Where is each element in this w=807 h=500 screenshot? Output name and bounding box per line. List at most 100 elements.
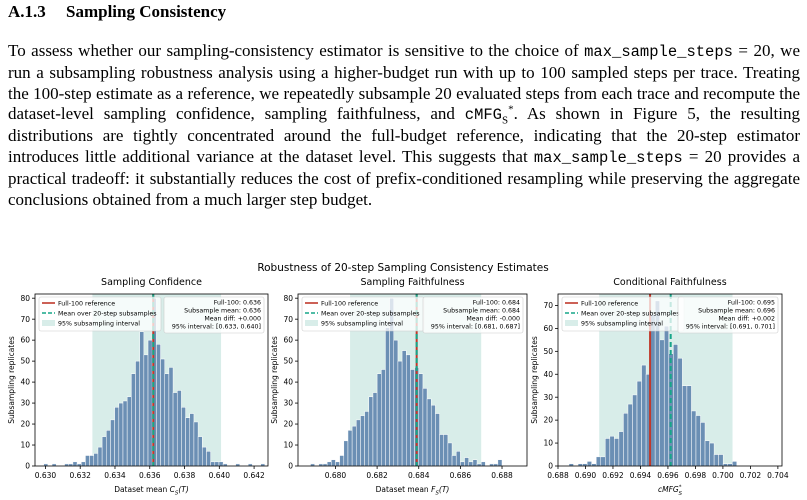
x-tick-label: 0.696 <box>657 471 679 480</box>
y-tick-label: 60 <box>20 336 30 345</box>
histogram-bar <box>118 402 124 467</box>
histogram-bar <box>189 413 195 467</box>
x-tick-label: 0.702 <box>740 471 762 480</box>
axes-frame <box>297 293 528 467</box>
histogram-bar <box>443 434 449 467</box>
histogram-bar <box>609 435 615 467</box>
legend-band-swatch <box>305 320 318 326</box>
y-tick-label: 0 <box>288 462 293 471</box>
histogram-bar <box>97 446 103 467</box>
histogram-bar <box>210 461 216 467</box>
histogram-bar <box>197 436 203 467</box>
x-label-subscript: S <box>678 491 682 497</box>
histogram-bar <box>468 461 474 467</box>
y-tick-label: 10 <box>543 439 553 448</box>
histogram-bar <box>160 358 165 467</box>
x-label-text: Dataset mean <box>376 485 431 494</box>
histogram-bar <box>636 380 642 467</box>
code-max-sample-steps-2: max_sample_steps <box>533 148 683 167</box>
histogram-bar <box>632 394 638 467</box>
histogram-bar <box>650 314 656 467</box>
histogram-bar <box>422 388 428 467</box>
histogram-bar <box>695 415 701 467</box>
histogram-bar <box>131 373 136 467</box>
x-tick-label: 0.698 <box>685 471 707 480</box>
x-tick-label: 0.692 <box>602 471 624 480</box>
histogram-bar <box>673 344 679 467</box>
histogram-bar <box>686 385 692 467</box>
x-label-tail: (T) <box>439 485 450 494</box>
histogram-bar <box>331 459 336 467</box>
y-tick-label: 60 <box>543 324 553 333</box>
x-label-variable: cMFG <box>658 485 679 494</box>
chart-panel-1: 0.630 0.632 0.634 0.636 0.638 0.640 0.642 0 10 20… <box>7 277 269 497</box>
histogram-bar <box>397 360 403 467</box>
histogram-bar <box>439 434 444 467</box>
x-tick-label: 0.690 <box>575 471 597 480</box>
paragraph-text-2: = 20, we run a subsampling robustness an… <box>8 41 800 124</box>
y-tick-label: 40 <box>543 370 553 379</box>
histogram-bar <box>156 344 161 467</box>
histogram-bar <box>659 339 665 467</box>
y-tick-label: 70 <box>543 301 553 310</box>
histogram-bar <box>72 461 78 467</box>
stats-line: 95% interval: [0.681, 0.687] <box>431 324 520 331</box>
histogram-bar <box>600 456 606 467</box>
histogram-bar <box>713 454 719 467</box>
legend-mean-label: Mean over 20-step subsamples <box>58 310 157 317</box>
histogram-bar <box>218 461 224 467</box>
paragraph-text-3: . As shown in Figure 5, the resulting di… <box>8 104 801 166</box>
histogram-bar <box>460 461 465 467</box>
x-tick-label: 0.684 <box>408 471 430 480</box>
histogram-bar <box>605 438 611 467</box>
histogram-bar <box>455 451 461 467</box>
stats-line: Mean diff: -0.000 <box>466 316 520 323</box>
stats-line: Mean diff: +0.000 <box>204 316 261 323</box>
histogram-bar <box>614 438 620 467</box>
histogram-bar <box>326 461 332 467</box>
histogram-bar <box>93 453 99 467</box>
y-tick-label: 10 <box>20 441 30 450</box>
paragraph-text-1: To assess whether our sampling-consisten… <box>8 41 585 60</box>
histogram-bar <box>595 456 601 467</box>
histogram-bar <box>418 373 424 467</box>
y-tick-label: 70 <box>20 315 30 324</box>
histogram-bar <box>426 398 432 467</box>
histogram-bar <box>181 407 186 467</box>
histogram-bar <box>101 436 107 467</box>
histogram-bar <box>618 431 624 467</box>
histogram-bar <box>176 390 182 467</box>
histogram-bar <box>206 451 211 467</box>
histogram-bar <box>401 350 407 467</box>
x-tick-label: 0.700 <box>712 471 734 480</box>
code-max-sample-steps: max_sample_steps <box>584 43 733 61</box>
histogram-bar <box>164 373 170 467</box>
stats-line: Subsample mean: 0.684 <box>443 308 520 315</box>
histogram-bar <box>385 327 390 467</box>
section-heading: A.1.3 Sampling Consistency <box>8 2 226 22</box>
figure-suptitle: Robustness of 20-step Sampling Consisten… <box>257 262 548 274</box>
histogram-bar <box>586 461 592 467</box>
histogram-bar <box>168 367 174 467</box>
x-axis-label: cMFG* S <box>658 485 682 498</box>
code-cmfg: cMFG <box>464 106 502 125</box>
histogram-bar <box>451 455 457 467</box>
x-tick-label: 0.640 <box>209 471 231 480</box>
histogram-bar <box>709 442 715 467</box>
histogram-bar <box>447 442 453 467</box>
histogram-bar <box>480 461 486 467</box>
histogram-bar <box>343 440 349 467</box>
stats-box <box>163 296 265 334</box>
paragraph-text-4: = 20 provides a practical tradeoff: it s… <box>8 146 800 209</box>
x-tick-label: 0.688 <box>547 471 569 480</box>
histogram-bar <box>700 422 706 467</box>
histogram-bar <box>114 407 120 467</box>
histogram-bar <box>381 369 386 467</box>
y-tick-label: 60 <box>283 336 293 345</box>
stats-line: Full-100: 0.684 <box>473 300 520 307</box>
histogram-bar <box>193 421 199 467</box>
x-tick-label: 0.686 <box>450 471 472 480</box>
x-tick-label: 0.636 <box>139 471 161 480</box>
y-tick-label: 50 <box>283 357 293 366</box>
histogram-bar <box>497 459 503 467</box>
